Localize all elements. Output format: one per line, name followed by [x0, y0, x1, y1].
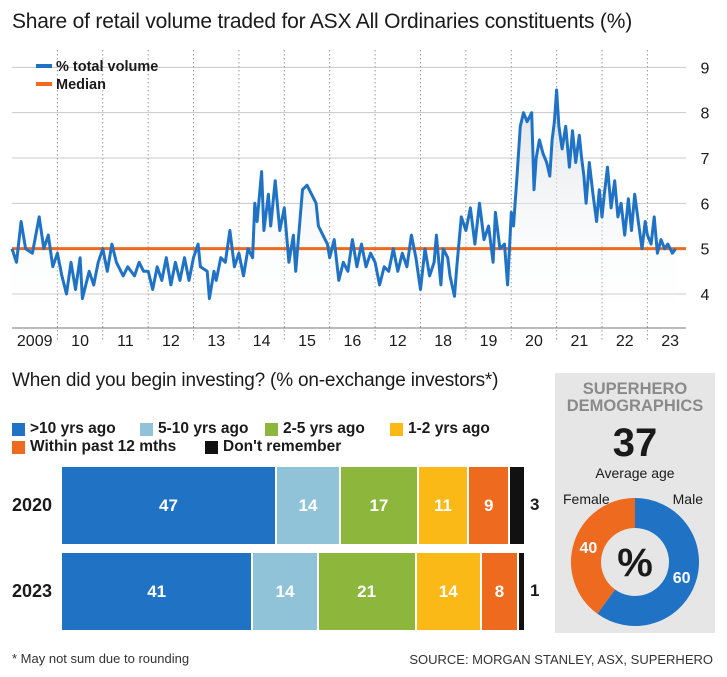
- y-tick-label: 6: [701, 196, 710, 213]
- x-tick-label: 12: [162, 333, 180, 350]
- average-age-value: 37: [612, 421, 658, 465]
- legend-label: % total volume: [56, 59, 158, 75]
- legend-label: Within past 12 mths: [30, 438, 177, 455]
- x-tick-label: 21: [570, 333, 588, 350]
- legend-label: 1-2 yrs ago: [408, 420, 490, 437]
- female-label: Female: [563, 491, 610, 507]
- x-tick-label: 13: [207, 333, 225, 350]
- x-tick-label: 11: [117, 333, 134, 350]
- x-tick-label: 20: [525, 333, 543, 350]
- donut-slice-value: 40: [579, 540, 597, 557]
- gender-donut-chart: 60 40%: [571, 498, 699, 626]
- male-label: Male: [672, 491, 703, 507]
- y-tick-label: 9: [701, 60, 710, 77]
- line-chart: 4 5 6 7 8 9 2009 10 11 12 13 14 15 16 12 18 19 20 21 22 23 % …: [10, 50, 710, 350]
- bar-row-label: 2020: [12, 495, 53, 515]
- x-tick-label: 10: [71, 333, 89, 350]
- demographics-panel: 60 40% SUPERHERO DEMOGRAPHICS 37 Average …: [555, 373, 715, 633]
- bar-segment: 47: [62, 467, 277, 544]
- donut-center-label: %: [617, 541, 653, 585]
- x-tick-label: 19: [480, 333, 498, 350]
- legend-swatch: [12, 440, 25, 454]
- legend-label: 5-10 yrs ago: [158, 420, 249, 437]
- legend-item: Within past 12 mths: [12, 438, 176, 456]
- y-tick-label: 4: [701, 287, 710, 304]
- legend-swatch: [140, 422, 153, 436]
- bar-segment: [510, 467, 524, 544]
- bar-segment: 11: [418, 467, 470, 544]
- legend-swatch: [265, 422, 278, 436]
- x-tick-label: 12: [389, 333, 407, 350]
- donut-slice-male: [597, 498, 699, 626]
- x-tick-label: 23: [661, 333, 679, 350]
- donut-slice-female: [571, 498, 636, 614]
- bar-segment: 14: [416, 553, 482, 630]
- stacked-bar: 41 14 21 14 8: [62, 553, 524, 630]
- bar-segment: 14: [253, 553, 319, 630]
- bar-segment: 17: [341, 467, 419, 544]
- series-line-total-volume: [10, 88, 677, 300]
- bar-end-value: 1: [530, 581, 540, 600]
- series-area: [12, 90, 676, 328]
- bar-row-label: 2023: [12, 581, 53, 601]
- x-tick-label: 14: [253, 333, 271, 350]
- bar-segment: 41: [62, 553, 254, 630]
- bar-chart-title: When did you begin investing? (% on-exch…: [12, 370, 499, 391]
- bar-end-value: 3: [530, 495, 540, 514]
- demographics-title: SUPERHERO DEMOGRAPHICS: [555, 381, 715, 415]
- legend-item: Don't remember: [205, 438, 341, 456]
- legend-label: Median: [56, 77, 106, 93]
- legend-label: Don't remember: [223, 438, 342, 455]
- footnote: * May not sum due to rounding: [12, 651, 190, 666]
- demographics-title-line2: DEMOGRAPHICS: [566, 397, 704, 415]
- legend-swatch: [205, 440, 218, 454]
- legend-item: 2-5 yrs ago: [265, 420, 365, 438]
- legend-item: 1-2 yrs ago: [390, 420, 490, 438]
- legend-swatch: [12, 422, 25, 436]
- legend-label: 2-5 yrs ago: [283, 420, 365, 437]
- bar-segment: 8: [481, 553, 520, 630]
- y-tick-label: 7: [701, 151, 710, 168]
- bar-segment: 21: [318, 553, 417, 630]
- demographics-title-line1: SUPERHERO: [582, 380, 688, 398]
- x-tick-label: 22: [616, 333, 634, 350]
- x-tick-label: 2009: [17, 333, 53, 350]
- bar-segment: 14: [277, 467, 341, 544]
- x-tick-label: 18: [434, 333, 452, 350]
- bar-segment: [519, 553, 524, 630]
- legend-label: >10 yrs ago: [30, 420, 116, 437]
- x-tick-label: 16: [344, 333, 362, 350]
- y-tick-label: 8: [701, 106, 710, 123]
- legend-item: 5-10 yrs ago: [140, 420, 248, 438]
- chart-title: Share of retail volume traded for ASX Al…: [12, 10, 632, 33]
- legend-swatch: [390, 422, 403, 436]
- stacked-bar: 47 14 17 11 9: [62, 467, 524, 544]
- source-credit: SOURCE: MORGAN STANLEY, ASX, SUPERHERO: [409, 652, 713, 667]
- donut-slice-value: 60: [673, 570, 691, 587]
- average-age-label: Average age: [595, 465, 675, 481]
- legend-item: >10 yrs ago: [12, 420, 116, 438]
- x-tick-label: 15: [298, 333, 316, 350]
- bar-segment: 9: [469, 467, 511, 544]
- y-tick-label: 5: [701, 242, 710, 259]
